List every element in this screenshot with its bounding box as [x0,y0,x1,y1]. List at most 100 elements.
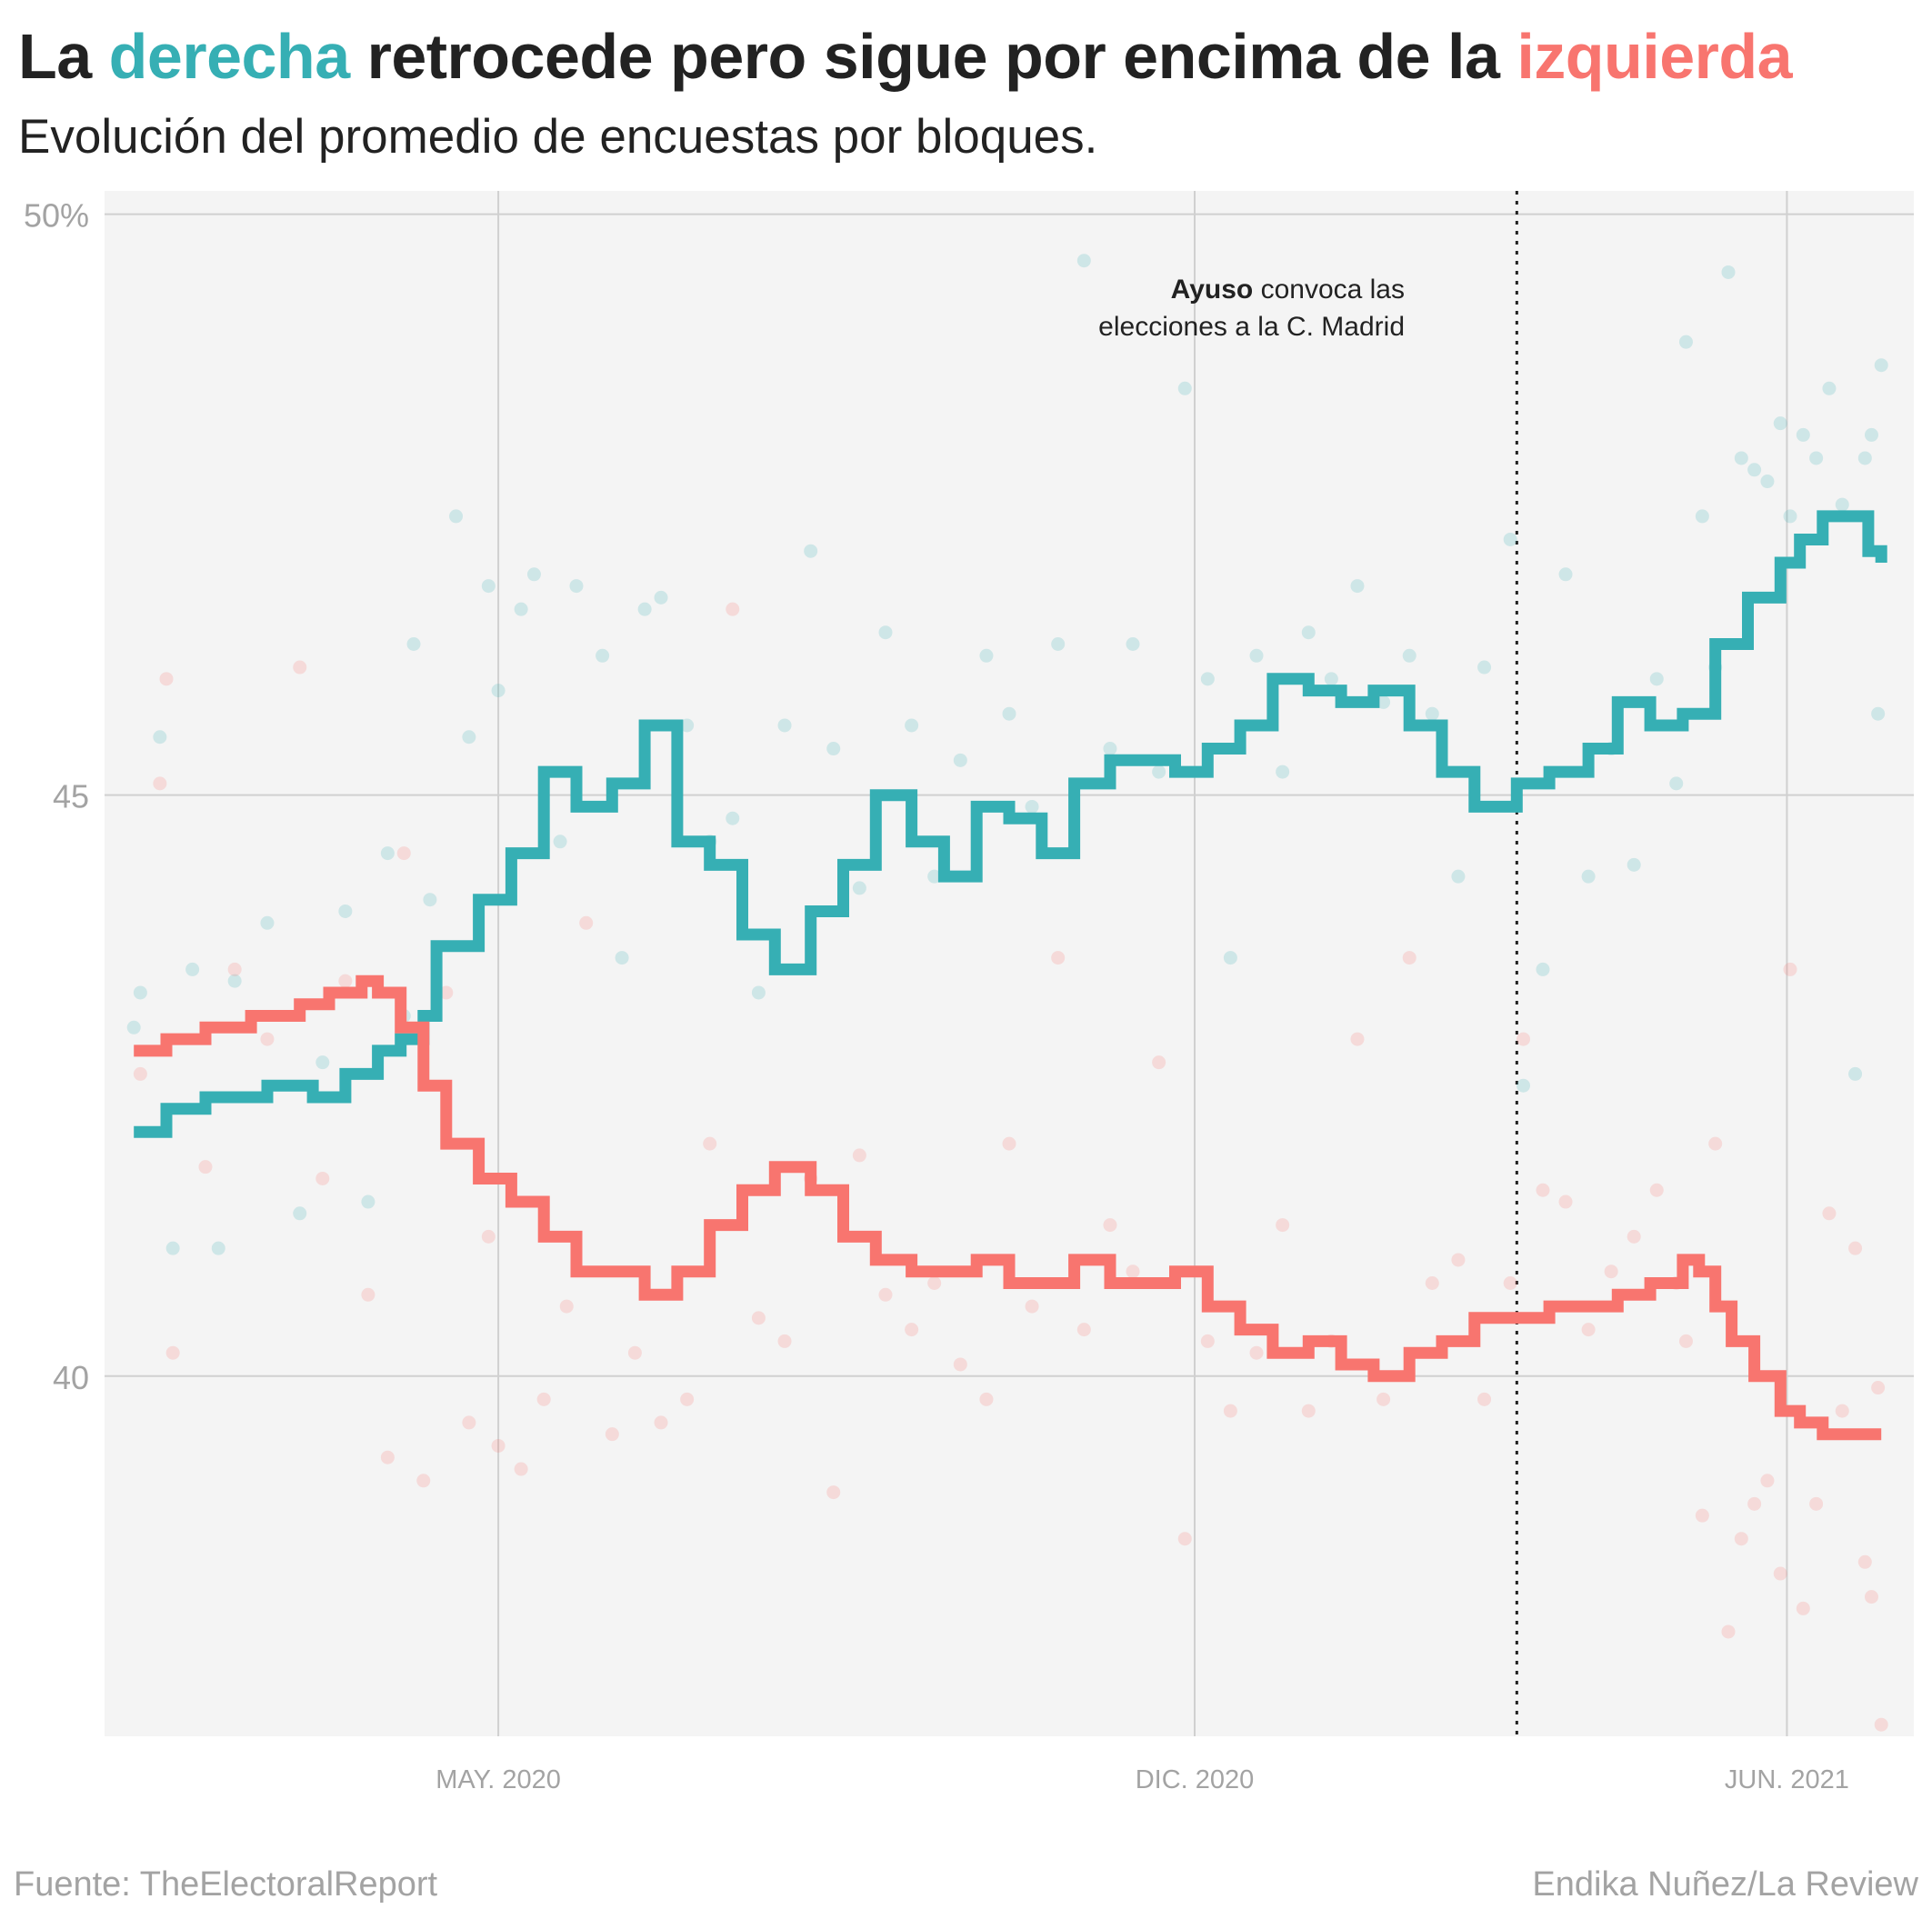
left-poll-point [680,1392,695,1406]
left-poll-point [1402,951,1416,965]
right-poll-point [1152,765,1166,779]
right-poll-point [1536,962,1550,976]
left-poll-point [260,1032,275,1046]
left-poll-point [1200,1334,1215,1348]
left-poll-point [726,602,740,616]
right-average-line [134,510,1887,1138]
right-poll-point [654,590,668,605]
right-poll-point [315,1055,330,1070]
left-poll-point [1425,1276,1439,1291]
right-poll-point [126,1020,141,1034]
right-poll-point [1324,672,1338,686]
left-poll-point [1276,1218,1290,1233]
right-poll-point [423,893,437,907]
right-poll-point [1871,706,1886,721]
left-poll-point [579,915,594,930]
left-poll-point [627,1345,642,1360]
right-poll-point [1835,497,1849,512]
right-poll-point [1874,358,1888,373]
annotation-line-1: Ayuso convoca las [1171,275,1405,305]
right-poll-point [1126,636,1140,651]
right-poll-point [1747,463,1762,477]
right-poll-point [165,1241,180,1255]
left-poll-point [1249,1345,1264,1360]
right-poll-point [1276,765,1290,779]
right-poll-point [211,1241,225,1255]
right-poll-point [1223,951,1237,965]
right-poll-point [1477,660,1492,675]
left-poll-point [1002,1136,1016,1151]
right-poll-point [462,730,476,745]
right-poll-point [1721,265,1736,279]
left-poll-point [481,1229,496,1244]
left-poll-point [1177,1532,1192,1546]
x-tick-label: MAY. 2020 [435,1765,561,1794]
left-poll-point [1708,1136,1723,1151]
right-poll-point [1249,648,1264,663]
right-poll-point [1857,451,1872,465]
left-poll-point [416,1474,431,1488]
x-tick-label: JUN. 2021 [1725,1765,1849,1794]
left-poll-point [1451,1253,1466,1267]
title-right-word: derecha [108,21,350,92]
right-poll-point [826,742,841,756]
left-poll-point [1773,1566,1787,1581]
left-poll-point [198,1160,213,1174]
annotation-line-2: elecciones a la C. Madrid [1098,312,1405,342]
left-poll-point [1796,1601,1810,1615]
source-note: Fuente: TheElectoralReport [14,1865,438,1904]
left-poll-point [1051,951,1066,965]
right-poll-point [514,602,528,616]
average-lines [134,510,1887,1441]
left-poll-point [361,1287,375,1302]
title-prefix: La [18,21,109,92]
right-poll-point [1002,706,1016,721]
left-poll-point [153,776,167,791]
right-poll-point [804,544,818,558]
left-poll-point [491,1438,506,1453]
left-poll-point [605,1427,619,1442]
right-poll-point [1678,335,1693,349]
left-poll-point [953,1357,967,1372]
x-tick-label: DIC. 2020 [1136,1765,1255,1794]
left-poll-point [878,1287,893,1302]
left-poll-point [1822,1206,1837,1221]
right-poll-point [852,881,866,895]
left-poll-point [1536,1183,1550,1197]
right-poll-point [1649,672,1664,686]
right-poll-point [680,718,695,733]
right-poll-point [553,835,567,849]
right-poll-point [185,962,200,976]
right-poll-point [1581,869,1596,884]
left-average-line [134,974,1882,1441]
credit-note: Endika Nuñez/La Review [1532,1865,1918,1904]
left-poll-point [1734,1532,1748,1546]
left-poll-point [1517,1032,1531,1046]
left-poll-point [1649,1183,1664,1197]
right-poll-point [1517,1078,1531,1093]
left-poll-point [826,1485,841,1500]
right-poll-point [1783,509,1797,524]
right-poll-point [491,684,506,698]
right-poll-point [260,915,275,930]
left-poll-point [1604,1264,1618,1279]
y-tick-label: 50% [24,197,89,235]
left-poll-point [777,1334,792,1348]
right-poll-point [227,974,242,988]
right-poll-point [1451,869,1466,884]
right-poll-point [338,904,353,918]
left-poll-point [654,1415,668,1430]
chart-subtitle: Evolución del promedio de encuestas por … [18,110,1098,164]
left-poll-point [1721,1624,1736,1639]
y-tick-label: 45 [53,778,89,815]
left-poll-point [1581,1323,1596,1337]
left-poll-point [1558,1194,1573,1209]
title-middle: retrocede pero sigue por encima de la [349,21,1517,92]
right-poll-point [1796,427,1810,442]
left-poll-point [1864,1590,1878,1604]
y-tick-label: 40 [53,1359,89,1396]
left-poll-point [1503,1276,1517,1291]
right-poll-point [1376,695,1391,709]
left-poll-point [559,1299,574,1314]
left-poll-point [1809,1496,1824,1511]
